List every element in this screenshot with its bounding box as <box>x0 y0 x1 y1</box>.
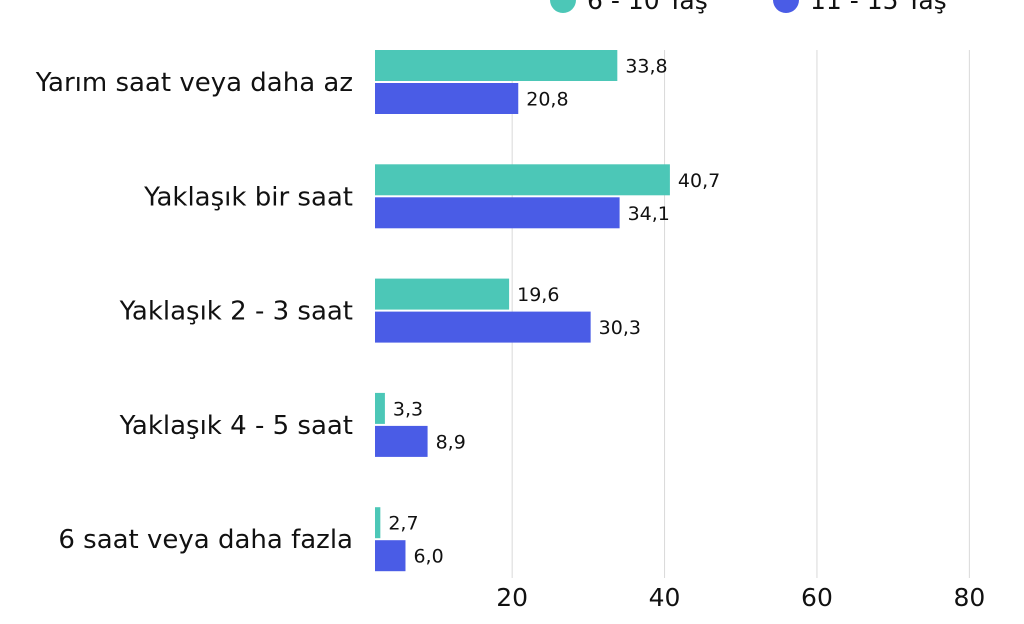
value-label-11-15-yas-6-saat-veya-daha-fazla: 6,0 <box>413 546 443 568</box>
value-label-6-10-yas-yaklasik-bir-saat: 40,7 <box>678 170 720 192</box>
value-label-6-10-yas-yaklasik-4-5-saat: 3,3 <box>393 398 423 420</box>
value-label-11-15-yas-yaklasik-2-3-saat: 30,3 <box>599 317 641 339</box>
x-axis-ticks: 20 40 60 80 <box>496 583 985 612</box>
x-tick-label-80: 80 <box>953 583 985 612</box>
legend-label-6-10-yas: 6 - 10 Yaş <box>587 0 708 15</box>
value-label-11-15-yas-yaklasik-bir-saat: 34,1 <box>628 203 670 225</box>
value-label-6-10-yas-yaklasik-2-3-saat: 19,6 <box>517 284 559 306</box>
x-tick-label-60: 60 <box>801 583 833 612</box>
category-label-6-saat-veya-daha-fazla: 6 saat veya daha fazla <box>58 525 353 555</box>
legend-marker-6-10-yas <box>550 0 576 13</box>
bar-6-10-yas-yarim-saat-veya-daha-az <box>375 50 618 81</box>
category-label-yaklasik-4-5-saat: Yaklaşık 4 - 5 saat <box>119 411 353 441</box>
bar-6-10-yas-yaklasik-4-5-saat <box>375 392 385 424</box>
bar-11-15-yas-6-saat-veya-daha-fazla <box>375 540 406 572</box>
bar-6-10-yas-yaklasik-2-3-saat <box>375 278 510 310</box>
category-label-yaklasik-2-3-saat: Yaklaşık 2 - 3 saat <box>119 297 353 327</box>
bar-11-15-yas-yaklasik-4-5-saat <box>375 425 428 457</box>
x-tick-label-20: 20 <box>496 583 528 612</box>
value-label-6-10-yas-yarim-saat-veya-daha-az: 33,8 <box>625 56 667 78</box>
category-label-yaklasik-bir-saat: Yaklaşık bir saat <box>143 182 353 212</box>
value-label-11-15-yas-yarim-saat-veya-daha-az: 20,8 <box>526 89 568 111</box>
bar-11-15-yas-yarim-saat-veya-daha-az <box>375 83 519 114</box>
bar-11-15-yas-yaklasik-2-3-saat <box>375 311 591 343</box>
legend-label-11-15-yas: 11 - 15 Yaş <box>810 0 947 15</box>
bar-6-10-yas-6-saat-veya-daha-fazla <box>375 507 381 539</box>
value-label-11-15-yas-yaklasik-4-5-saat: 8,9 <box>436 431 466 453</box>
legend: 6 - 10 Yaş 11 - 15 Yaş <box>550 0 947 15</box>
legend-marker-11-15-yas <box>773 0 799 13</box>
value-label-6-10-yas-6-saat-veya-daha-fazla: 2,7 <box>388 513 418 535</box>
x-tick-label-40: 40 <box>649 583 681 612</box>
category-labels: Yarım saat veya daha az Yaklaşık bir saat… <box>35 68 353 555</box>
bar-6-10-yas-yaklasik-bir-saat <box>375 164 670 196</box>
bar-11-15-yas-yaklasik-bir-saat <box>375 197 620 229</box>
category-label-yarim-saat-veya-daha-az: Yarım saat veya daha az <box>35 68 353 98</box>
value-labels: 33,8 20,8 40,7 34,1 19,6 30,3 3,3 8,9 2,7 6,0 <box>388 56 720 568</box>
bars <box>375 50 670 572</box>
